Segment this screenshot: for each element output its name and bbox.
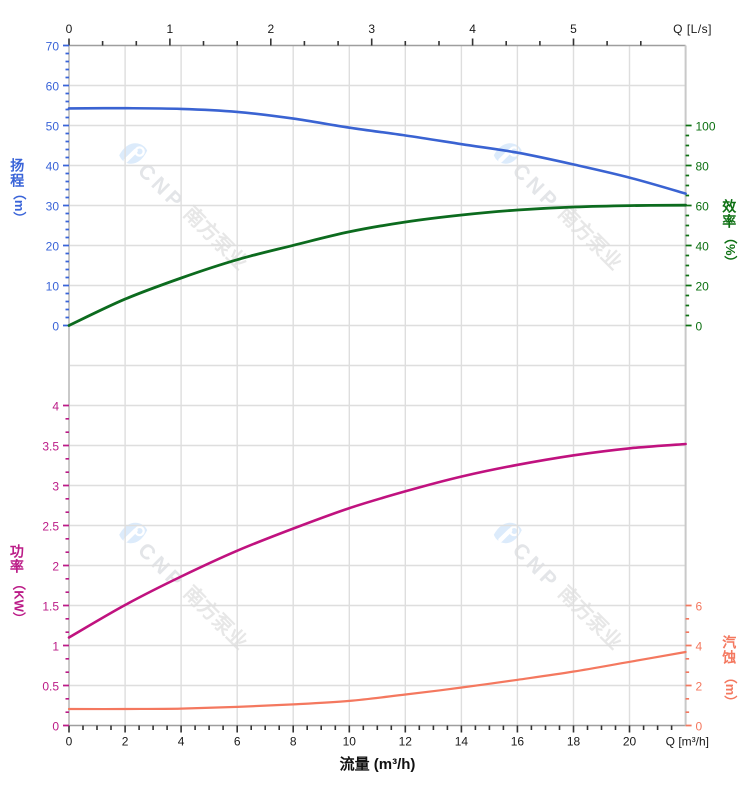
svg-text:18: 18 [567,735,581,749]
svg-text:20: 20 [46,240,60,254]
svg-text:（KW）: （KW） [12,577,27,625]
svg-text:2: 2 [696,680,703,694]
svg-text:2: 2 [52,560,59,574]
svg-text:效: 效 [722,199,737,215]
svg-text:80: 80 [696,160,710,174]
svg-text:3: 3 [52,480,59,494]
svg-text:汽: 汽 [722,635,736,651]
svg-text:0.5: 0.5 [42,680,59,694]
svg-text:10: 10 [343,735,357,749]
svg-text:60: 60 [696,200,710,214]
svg-text:3: 3 [368,22,375,36]
svg-text:率: 率 [10,559,24,575]
svg-text:4: 4 [52,400,59,414]
svg-text:扬: 扬 [10,158,24,174]
svg-text:5: 5 [570,22,577,36]
svg-text:2: 2 [122,735,129,749]
svg-text:0: 0 [696,720,703,734]
svg-text:100: 100 [696,120,716,134]
svg-text:功: 功 [10,544,24,560]
svg-text:2.5: 2.5 [42,520,59,534]
svg-text:40: 40 [696,240,710,254]
svg-text:70: 70 [46,40,60,54]
svg-text:Q [m³/h]: Q [m³/h] [666,735,709,749]
svg-text:1: 1 [167,22,174,36]
svg-text:1.5: 1.5 [42,600,59,614]
svg-text:Q [L/s]: Q [L/s] [673,22,712,36]
svg-text:3.5: 3.5 [42,440,59,454]
svg-text:0: 0 [52,320,59,334]
svg-text:2: 2 [267,22,274,36]
svg-text:0: 0 [66,735,73,749]
svg-text:6: 6 [234,735,241,749]
svg-text:12: 12 [399,735,413,749]
svg-text:0: 0 [696,320,703,334]
svg-text:50: 50 [46,120,60,134]
svg-text:60: 60 [46,80,60,94]
svg-text:0: 0 [66,22,73,36]
svg-text:1: 1 [52,640,59,654]
svg-text:0: 0 [52,720,59,734]
svg-text:4: 4 [696,640,703,654]
svg-text:30: 30 [46,200,60,214]
svg-text:10: 10 [46,280,60,294]
svg-text:（m）: （m） [12,187,27,225]
svg-text:蚀: 蚀 [721,650,736,666]
svg-text:4: 4 [178,735,185,749]
svg-text:6: 6 [696,600,703,614]
svg-text:率: 率 [722,214,736,230]
svg-text:流量 (m³/h): 流量 (m³/h) [340,755,416,773]
svg-text:（m）: （m） [723,671,738,709]
svg-text:14: 14 [455,735,469,749]
svg-text:（%）: （%） [723,231,738,269]
svg-text:16: 16 [511,735,525,749]
svg-text:程: 程 [10,173,24,189]
svg-text:20: 20 [623,735,637,749]
svg-text:4: 4 [469,22,476,36]
svg-text:20: 20 [696,280,710,294]
svg-text:8: 8 [290,735,297,749]
svg-text:40: 40 [46,160,60,174]
